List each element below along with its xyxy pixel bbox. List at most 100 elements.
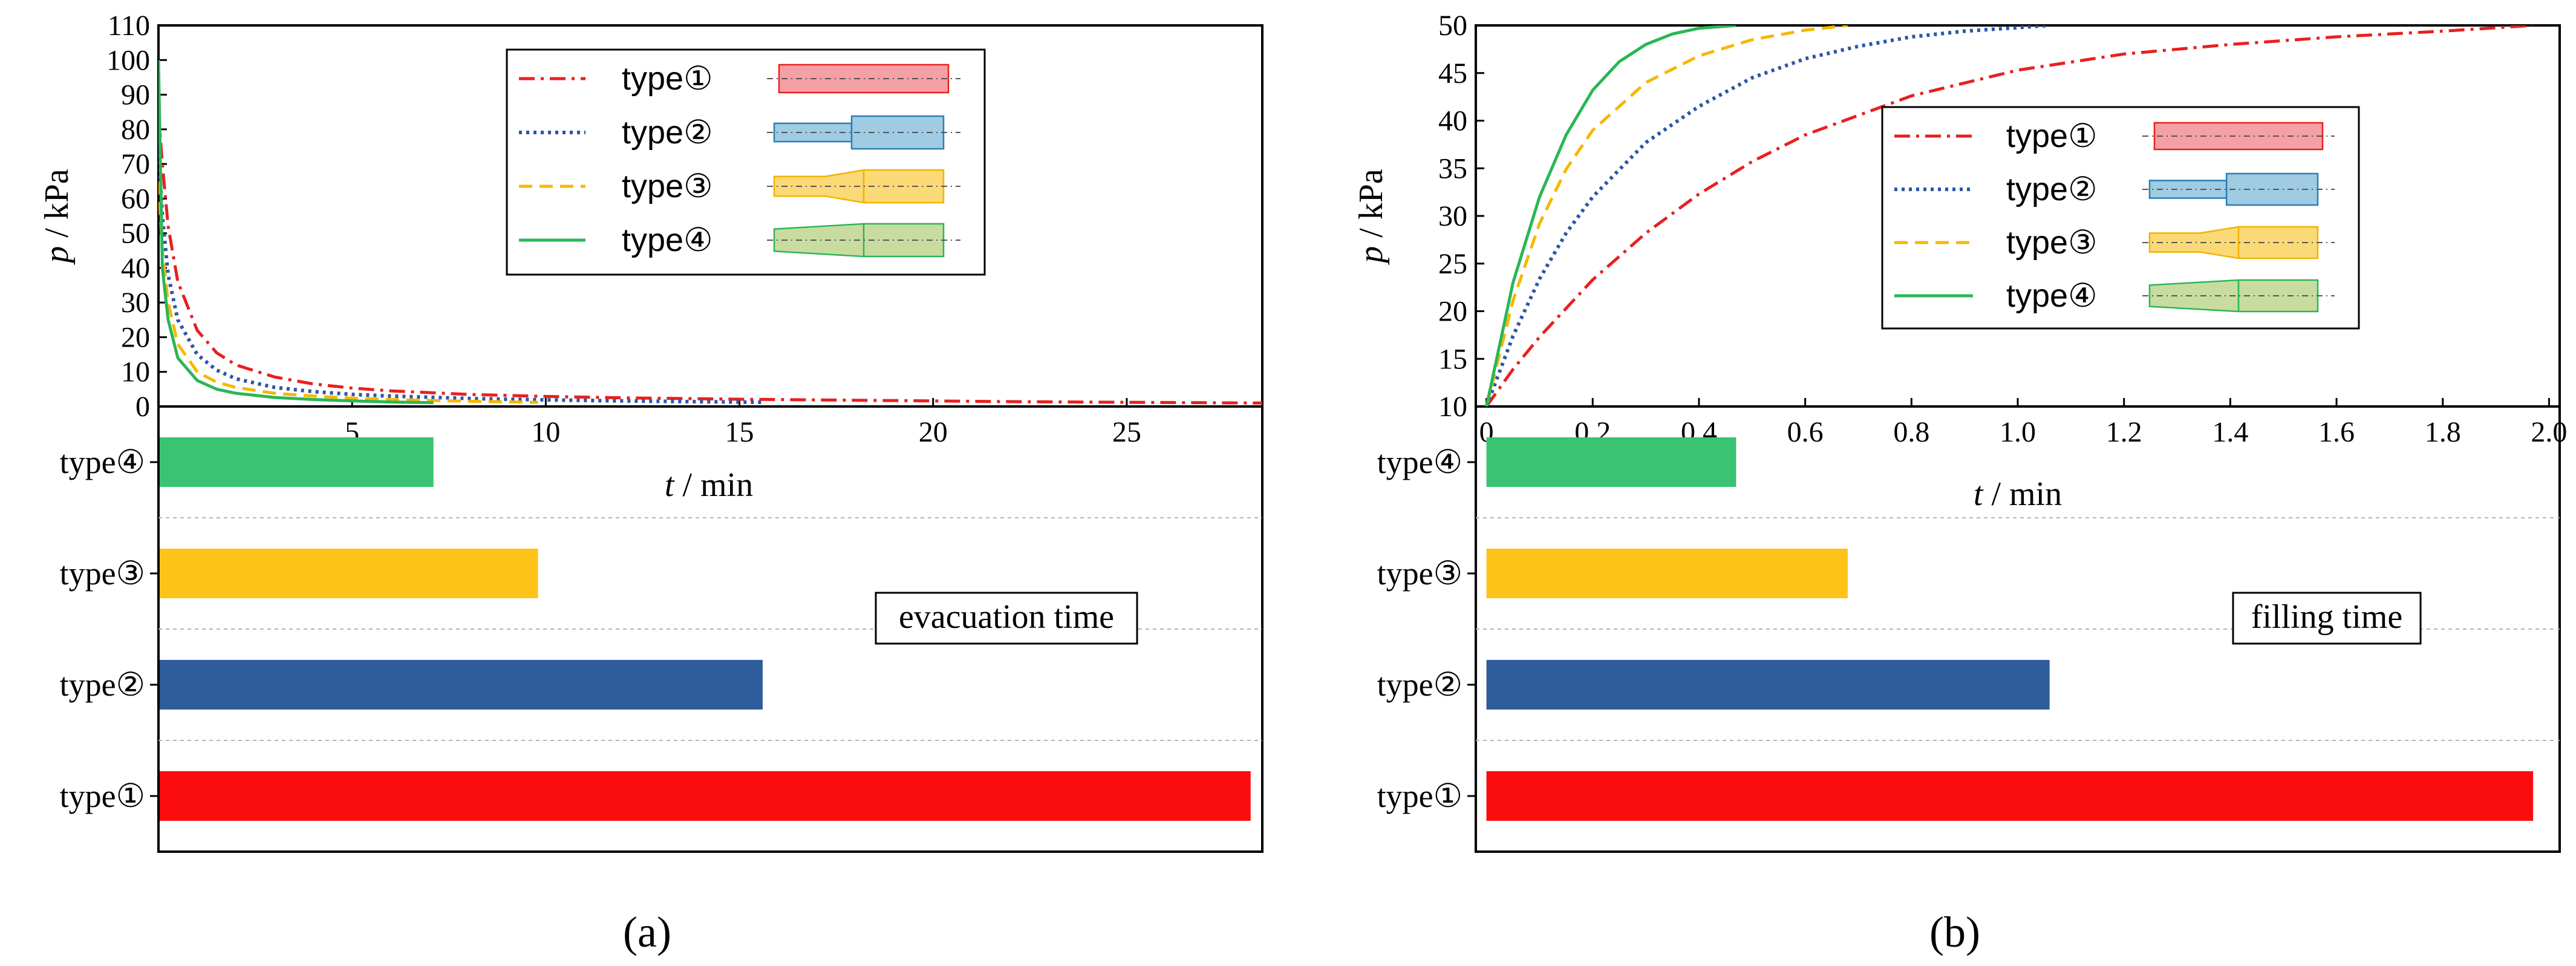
y-tick-label: 25	[1438, 248, 1467, 280]
bar-category-label: type①	[60, 778, 145, 814]
legend: type① type② type③ type④	[506, 48, 986, 276]
x-axis-unit: / min	[674, 466, 753, 504]
y-axis-var: p	[38, 246, 76, 266]
plot-frame	[157, 24, 1264, 853]
y-tick-label: 100	[106, 44, 150, 76]
bar	[160, 771, 1251, 821]
annotation-box	[875, 592, 1138, 645]
y-tick-label: 50	[1438, 10, 1467, 42]
series-line	[158, 112, 1262, 405]
legend-shape-icon	[2142, 122, 2335, 151]
legend-label: type③	[2006, 224, 2097, 261]
legend-label: type②	[2006, 171, 2097, 207]
bar-category-label: type③	[1377, 555, 1462, 592]
bar-category-label: type④	[60, 444, 145, 480]
bar	[160, 549, 538, 598]
bar	[1486, 437, 1736, 487]
series-group	[158, 60, 1262, 405]
legend-label: type④	[2006, 278, 2097, 314]
x-axis-label: t / min	[1974, 475, 2062, 513]
y-tick-label: 50	[121, 218, 150, 250]
legend-shape-icon	[767, 115, 960, 150]
y-axis-label: p / kPa	[1352, 169, 1390, 266]
x-axis-unit: / min	[1983, 475, 2062, 513]
y-tick-label: 20	[1438, 296, 1467, 328]
legend-label: type①	[2006, 118, 2097, 154]
y-axis-unit: / kPa	[1352, 169, 1390, 246]
bar	[160, 660, 763, 710]
y-tick-label: 15	[1438, 343, 1467, 375]
plot-frame	[1475, 24, 2561, 853]
y-tick-label: 70	[121, 148, 150, 180]
legend-label: type③	[622, 168, 712, 204]
x-tick-label: 0.8	[1893, 416, 1929, 448]
bar	[1486, 549, 1848, 598]
x-tick-label: 1.8	[2425, 416, 2461, 448]
legend-label: type①	[622, 60, 712, 97]
y-tick-label: 40	[1438, 105, 1467, 137]
legend-shape-icon	[767, 64, 960, 94]
annotation-box	[2232, 592, 2422, 645]
x-tick-label: 1.0	[2000, 416, 2036, 448]
y-axis-var: p	[1352, 246, 1390, 266]
x-tick-label: 25	[1112, 416, 1141, 448]
series-line	[158, 181, 538, 404]
series-line	[158, 146, 763, 405]
x-tick-label: 10	[531, 416, 560, 448]
y-tick-label: 60	[121, 183, 150, 215]
annotation-label: filling time	[2251, 598, 2402, 636]
legend-shape-icon	[767, 169, 960, 204]
legend-shape-icon	[2142, 172, 2335, 206]
panel-label: (b)	[1929, 908, 1980, 956]
x-axis-var: t	[1974, 475, 1984, 513]
series-group	[1484, 25, 2534, 406]
y-tick-label: 30	[1438, 200, 1467, 232]
x-tick-label: 0.6	[1787, 416, 1824, 448]
x-tick-label: 1.2	[2106, 416, 2142, 448]
x-tick-label: 15	[725, 416, 754, 448]
y-tick-label: 45	[1438, 57, 1467, 90]
bar-category-label: type①	[1377, 778, 1462, 814]
x-tick-label: 1.6	[2318, 416, 2355, 448]
x-tick-label: 20	[919, 416, 948, 448]
y-tick-label: 10	[121, 356, 150, 388]
series-line	[1485, 25, 2534, 406]
y-tick-label: 40	[121, 252, 150, 284]
legend-shape-icon	[2142, 279, 2335, 313]
y-tick-label: 35	[1438, 152, 1467, 184]
y-tick-label: 80	[121, 114, 150, 146]
bar	[1486, 660, 2050, 710]
y-tick-label: 110	[108, 10, 150, 42]
shape-body	[778, 64, 950, 94]
y-axis-label: p / kPa	[38, 169, 76, 266]
y-axis-unit: / kPa	[38, 169, 76, 246]
legend-shape-icon	[767, 223, 960, 258]
bar-category-label: type②	[1377, 667, 1462, 703]
x-tick-label: 2.0	[2531, 416, 2567, 448]
legend-label: type②	[622, 114, 712, 151]
series-line	[1484, 25, 2050, 406]
bar-category-label: type③	[60, 555, 145, 592]
series-line	[1485, 25, 1848, 406]
legend-shape-icon	[2142, 226, 2335, 259]
annotation-label: evacuation time	[899, 598, 1114, 636]
legend-label: type④	[622, 222, 712, 258]
y-tick-label: 10	[1438, 391, 1467, 423]
x-axis-var: t	[665, 466, 675, 504]
bar-category-label: type②	[60, 667, 145, 703]
y-tick-label: 30	[121, 287, 150, 319]
series-line	[158, 60, 434, 405]
bar-category-label: type④	[1377, 444, 1462, 480]
y-tick-label: 0	[135, 391, 150, 423]
y-tick-label: 90	[121, 79, 150, 111]
x-axis-label: t / min	[665, 466, 753, 504]
x-tick-label: 1.4	[2212, 416, 2248, 448]
panel-label: (a)	[623, 908, 671, 956]
legend: type① type② type③ type④	[1881, 106, 2360, 330]
bar	[1486, 771, 2534, 821]
y-tick-label: 20	[121, 321, 150, 353]
bar	[160, 437, 434, 487]
